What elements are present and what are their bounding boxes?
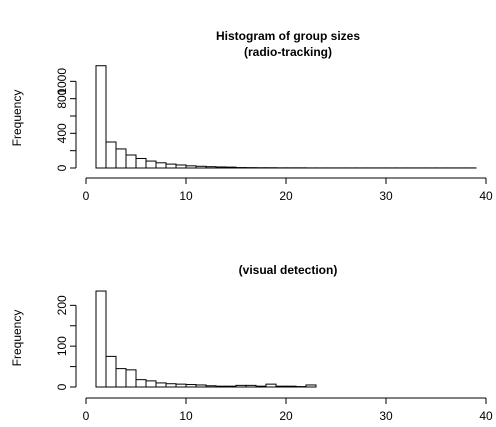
bar	[175, 164, 187, 169]
chart-title: Histogram of group sizes	[216, 29, 360, 43]
bar	[105, 355, 117, 388]
bar	[185, 384, 197, 388]
x-tick-label: 0	[83, 409, 90, 423]
bar	[265, 383, 277, 388]
bar	[225, 166, 237, 169]
x-tick-label: 0	[83, 189, 90, 203]
bar	[145, 380, 157, 388]
bar	[205, 385, 217, 388]
x-tick-label: 30	[379, 409, 393, 423]
bar	[255, 385, 267, 388]
chart-subtitle: (visual detection)	[239, 263, 338, 277]
bar	[135, 157, 147, 169]
y-tick-label: 0	[55, 383, 69, 390]
bars	[95, 290, 317, 388]
bar	[225, 385, 237, 388]
bar	[165, 163, 177, 169]
x-axis: 0 10 20 30 40	[83, 397, 493, 423]
y-axis-label: Frequency	[10, 310, 24, 367]
bar	[215, 385, 227, 388]
bar	[275, 385, 287, 388]
bar	[145, 160, 157, 169]
bar	[105, 141, 117, 169]
bar	[175, 383, 187, 388]
bar	[125, 369, 137, 388]
y-tick-label: 100	[55, 336, 69, 356]
bar	[305, 384, 317, 388]
y-tick-label: 1000	[55, 68, 69, 95]
x-tick-label: 10	[179, 409, 193, 423]
bar	[245, 384, 257, 388]
bar	[95, 65, 107, 169]
bar	[235, 384, 247, 388]
x-tick-label: 40	[479, 409, 493, 423]
histogram-radio-tracking: Histogram of group sizes (radio-tracking…	[10, 29, 493, 203]
x-tick-label: 20	[279, 189, 293, 203]
y-tick-label: 800	[55, 88, 69, 108]
bar	[195, 384, 207, 388]
bar	[115, 368, 127, 388]
bar	[155, 162, 167, 169]
bar	[215, 166, 227, 169]
bar	[185, 165, 197, 169]
x-tick-label: 20	[279, 409, 293, 423]
chart-subtitle: (radio-tracking)	[244, 45, 332, 59]
bar	[165, 383, 177, 388]
x-tick-label: 30	[379, 189, 393, 203]
bar	[285, 385, 297, 388]
y-axis-label: Frequency	[10, 90, 24, 147]
bar	[155, 382, 167, 388]
histogram-visual-detection: (visual detection) Frequency 0 10 20 30 40 0…	[10, 263, 493, 423]
bar	[205, 166, 217, 169]
y-tick-label: 200	[55, 295, 69, 315]
bar	[115, 148, 127, 169]
y-axis: 0 100 200	[55, 295, 77, 390]
x-tick-label: 40	[479, 189, 493, 203]
bars	[95, 65, 477, 169]
bar	[135, 379, 147, 388]
bar	[125, 154, 137, 169]
bar	[195, 165, 207, 169]
bar	[95, 290, 107, 388]
x-tick-label: 10	[179, 189, 193, 203]
x-axis: 0 10 20 30 40	[83, 177, 493, 203]
y-tick-label: 0	[55, 164, 69, 171]
y-tick-label: 400	[55, 123, 69, 143]
